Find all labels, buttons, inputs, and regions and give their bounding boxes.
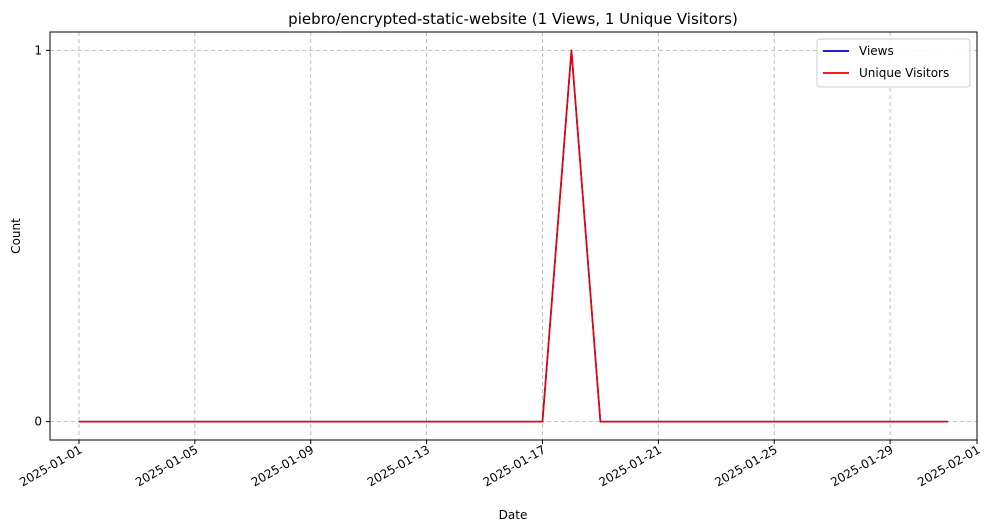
- series-layer: [78, 49, 949, 423]
- y-axis-ticks: 01: [34, 43, 50, 429]
- y-tick-label: 0: [34, 415, 42, 429]
- x-axis-label: Date: [499, 508, 528, 522]
- chart-title: piebro/encrypted-static-website (1 Views…: [288, 10, 738, 28]
- legend-label-0: Views: [859, 44, 894, 58]
- legend: Views Unique Visitors: [816, 38, 971, 88]
- y-axis-label: Count: [9, 218, 23, 254]
- y-tick-label: 1: [34, 43, 42, 57]
- plot-frame: [49, 31, 978, 441]
- series-line-1: [78, 49, 949, 423]
- legend-label-1: Unique Visitors: [859, 66, 949, 80]
- legend-box: [816, 38, 971, 88]
